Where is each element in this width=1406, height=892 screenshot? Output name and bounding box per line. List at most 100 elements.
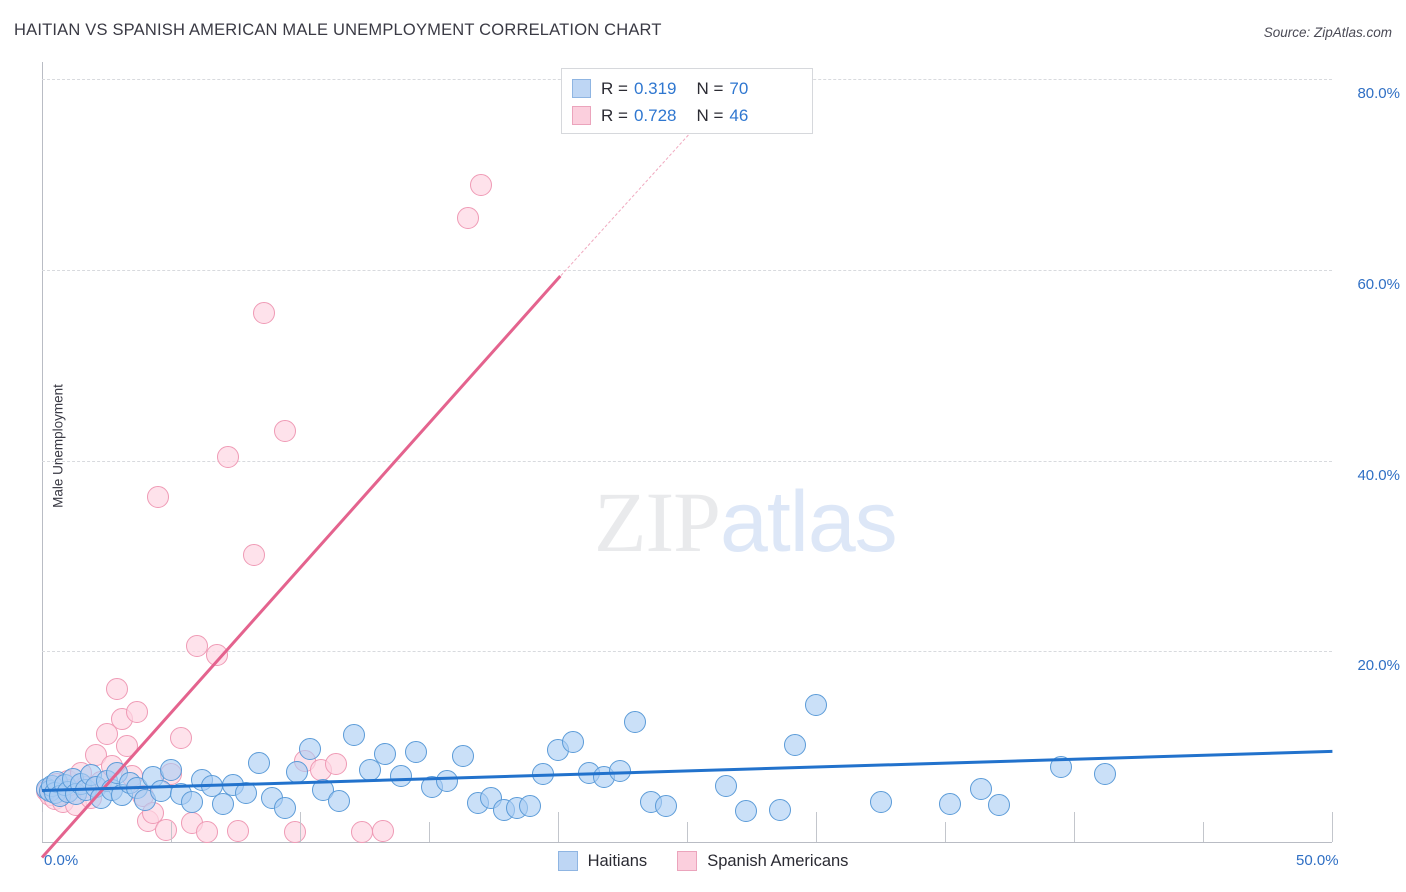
data-point xyxy=(988,793,1011,816)
data-point xyxy=(405,741,428,764)
plot-area: ZIPatlas xyxy=(36,62,1333,859)
data-point xyxy=(299,737,322,760)
data-point xyxy=(206,644,229,667)
data-point xyxy=(531,763,554,786)
data-point xyxy=(970,777,993,800)
data-point xyxy=(469,173,492,196)
watermark-atlas: atlas xyxy=(720,474,898,570)
x-tick-40 xyxy=(1074,812,1075,842)
y-tick-label-40: 40.0% xyxy=(1357,466,1400,484)
data-point xyxy=(325,752,348,775)
data-point xyxy=(343,724,366,747)
data-point xyxy=(374,743,397,766)
n-label-spanish-americans: N = xyxy=(696,105,724,125)
stats-row-haitians: R = 0.319 N = 70 xyxy=(572,75,802,102)
data-point xyxy=(234,782,257,805)
data-point xyxy=(196,821,219,844)
x-tick-35 xyxy=(945,822,946,842)
correlation-stats-legend: R = 0.319 N = 70 R = 0.728 N = 46 xyxy=(561,68,813,134)
x-tick-10 xyxy=(300,812,301,842)
page-title: HAITIAN VS SPANISH AMERICAN MALE UNEMPLO… xyxy=(14,21,662,39)
legend-item-spanish-americans[interactable]: Spanish Americans xyxy=(677,851,848,871)
r-value-haitians: 0.319 xyxy=(633,78,677,98)
data-point xyxy=(655,794,678,817)
data-point xyxy=(327,789,350,812)
x-tick-20 xyxy=(558,812,559,842)
data-point xyxy=(286,761,309,784)
data-point xyxy=(1050,755,1073,778)
series-swatch-spanish-americans xyxy=(677,851,698,871)
n-value-haitians: 70 xyxy=(729,78,749,98)
x-tick-45 xyxy=(1203,822,1204,842)
data-point xyxy=(252,301,275,324)
data-point xyxy=(389,765,412,788)
stats-row-spanish-americans: R = 0.728 N = 46 xyxy=(572,102,802,129)
legend-item-haitians[interactable]: Haitians xyxy=(557,851,648,871)
r-value-spanish-americans: 0.728 xyxy=(633,105,677,125)
data-point xyxy=(273,796,296,819)
y-tick-label-20: 20.0% xyxy=(1357,657,1400,675)
blue-trend xyxy=(41,749,1333,792)
data-point xyxy=(149,780,172,803)
legend-swatch-haitians xyxy=(572,79,591,98)
data-point xyxy=(1093,763,1116,786)
data-point xyxy=(562,730,585,753)
data-point xyxy=(185,634,208,657)
y-tick-label-60: 60.0% xyxy=(1357,275,1400,293)
x-tick-50 xyxy=(1332,812,1333,842)
data-point xyxy=(784,733,807,756)
n-value-spanish-americans: 46 xyxy=(729,105,749,125)
data-point xyxy=(247,751,270,774)
data-point xyxy=(714,774,737,797)
series-legend: Haitians Spanish Americans xyxy=(0,851,1406,871)
x-tick-0 xyxy=(42,812,43,842)
n-label-haitians: N = xyxy=(696,78,724,98)
y-axis-line xyxy=(42,62,43,843)
x-tick-25 xyxy=(687,822,688,842)
watermark-zip: ZIP xyxy=(594,474,721,570)
data-point xyxy=(456,207,479,230)
zipatlas-watermark: ZIPatlas xyxy=(594,472,898,572)
x-axis-line xyxy=(42,842,1332,843)
data-point xyxy=(154,818,177,841)
data-point xyxy=(170,727,193,750)
data-point xyxy=(805,693,827,716)
data-point xyxy=(939,792,962,815)
x-axis-max-label: 50.0% xyxy=(1296,852,1339,869)
data-point xyxy=(160,758,182,781)
data-point xyxy=(869,790,892,813)
gridline-60 xyxy=(42,269,1332,271)
data-point xyxy=(768,798,791,821)
x-tick-5 xyxy=(171,822,172,842)
series-label-haitians: Haitians xyxy=(587,851,648,870)
data-point xyxy=(147,485,170,508)
source-attribution: Source: ZipAtlas.com xyxy=(1263,25,1392,40)
x-tick-15 xyxy=(429,822,430,842)
data-point xyxy=(283,821,306,844)
data-point xyxy=(105,678,128,701)
data-point xyxy=(273,419,296,442)
data-point xyxy=(350,820,373,843)
legend-swatch-spanish-americans xyxy=(572,106,591,125)
series-swatch-haitians xyxy=(557,851,578,871)
data-point xyxy=(227,819,250,842)
data-point xyxy=(735,799,758,822)
r-label-spanish-americans: R = xyxy=(601,105,628,125)
gridline-20 xyxy=(42,651,1332,653)
data-point xyxy=(451,745,474,768)
data-point xyxy=(518,794,541,817)
data-point xyxy=(624,710,647,733)
x-axis-min-label: 0.0% xyxy=(44,852,79,869)
data-point xyxy=(180,790,203,813)
gridline-40 xyxy=(42,460,1332,462)
r-label-haitians: R = xyxy=(601,78,628,98)
data-point xyxy=(211,792,234,815)
data-point xyxy=(95,723,118,746)
data-point xyxy=(216,445,239,468)
x-tick-30 xyxy=(816,812,817,842)
data-point xyxy=(126,701,149,724)
data-point xyxy=(608,760,631,783)
data-point xyxy=(116,734,139,757)
series-label-spanish-americans: Spanish Americans xyxy=(707,851,849,870)
